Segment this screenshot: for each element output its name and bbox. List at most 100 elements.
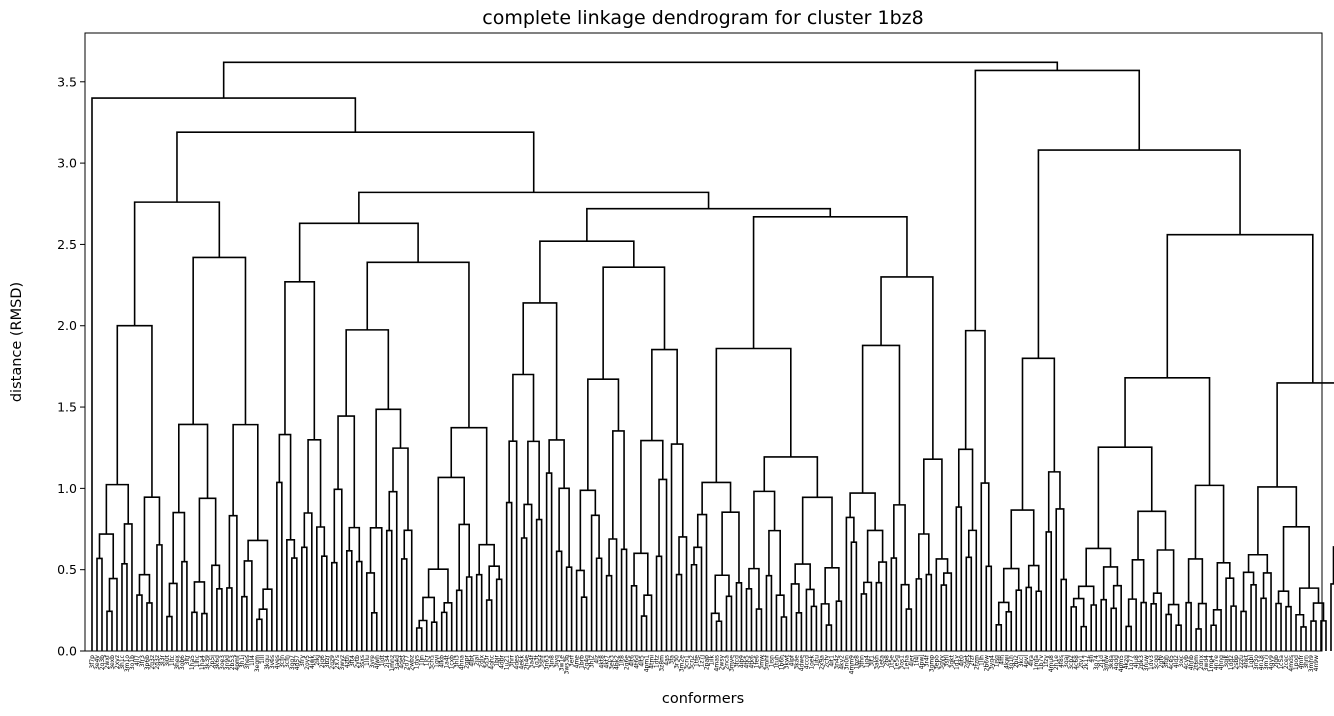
- leaf-label: 1q3t: [534, 654, 541, 668]
- dendrogram-link: [1035, 590, 1043, 651]
- leaf-label: 3akh: [873, 655, 880, 670]
- leaf-label: 1eta: [878, 655, 885, 669]
- dendrogram-link: [286, 539, 296, 651]
- leaf-label: 4me: [574, 655, 581, 669]
- leaf-label: 2fzf: [968, 654, 975, 666]
- leaf-label: 4yes: [274, 655, 281, 669]
- leaf-label: 1lhc: [194, 655, 201, 668]
- leaf-label: 3fr3: [139, 655, 146, 667]
- leaf-label: 1llh: [978, 655, 985, 666]
- leaf-label: 3k8a: [1108, 655, 1115, 670]
- leaf-label: 1eha: [903, 655, 910, 670]
- leaf-label: 3in8: [549, 655, 556, 668]
- leaf-label: 4ld2: [1173, 655, 1180, 668]
- dendrogram-link: [980, 482, 990, 651]
- leaf-label: 3epo: [933, 655, 940, 670]
- leaf-label: 3ltr: [184, 654, 191, 665]
- leaf-label: 4hkt: [1243, 654, 1250, 668]
- leaf-label: 2jqb: [1273, 655, 1280, 668]
- dendrogram-link: [1165, 613, 1172, 651]
- leaf-label: 4tk5: [743, 655, 750, 669]
- dendrogram-link: [715, 620, 723, 651]
- leaf-label: 3n4z: [833, 655, 840, 670]
- dendrogram-link: [121, 563, 128, 651]
- leaf-label: 4lkb: [439, 655, 446, 668]
- dendrogram-link: [508, 440, 518, 651]
- leaf-label: 1dys: [414, 655, 421, 669]
- leaf-label: 2xvz: [114, 655, 121, 669]
- dendrogram-link: [620, 548, 628, 651]
- dendrogram-link: [940, 584, 948, 651]
- leaf-label: 4pm5: [1118, 655, 1125, 672]
- dendrogram-link: [191, 611, 198, 651]
- leaf-label: 4lpf: [788, 654, 795, 666]
- dendrogram-link: [1072, 597, 1085, 627]
- dendrogram-link: [222, 61, 1059, 99]
- dendrogram-link: [301, 546, 308, 651]
- leaf-label: 4cyb: [1183, 655, 1190, 670]
- dendrogram-link: [418, 619, 428, 651]
- dendrogram-link: [580, 596, 588, 651]
- dendrogram-link: [845, 516, 855, 651]
- leaf-label: 2j1d: [1098, 655, 1105, 668]
- leaf-label: 3sxs: [359, 655, 366, 669]
- leaf-label: 3g74: [1093, 655, 1100, 670]
- leaf-label: 3fry: [299, 655, 306, 667]
- dendrogram-link: [608, 538, 618, 651]
- y-tick-label: 3.0: [57, 156, 77, 171]
- dendrogram-link: [1097, 446, 1153, 549]
- dendrogram-link: [262, 588, 273, 651]
- leaf-label: 2wbz: [409, 655, 416, 671]
- leaf-label: 3n63: [544, 655, 551, 670]
- leaf-label: 3egm: [254, 655, 261, 672]
- leaf-label: 3exb: [109, 655, 116, 670]
- dendrogram-link: [925, 573, 933, 651]
- leaf-label: 2gz9: [329, 655, 336, 670]
- dendrogram-link: [1185, 601, 1192, 651]
- leaf-label: 4zth: [344, 655, 351, 668]
- leaf-label: 3hrr: [509, 654, 516, 667]
- dendrogram-link: [753, 490, 776, 569]
- dendrogram-link: [366, 261, 470, 428]
- leaf-label: 3n3o: [1253, 655, 1260, 670]
- dendrogram-link: [276, 481, 283, 651]
- dendrogram-link: [455, 589, 463, 651]
- leaf-label: 3ob6: [179, 655, 186, 670]
- dendrogram-link: [780, 616, 788, 651]
- dendrogram-link: [1257, 486, 1298, 555]
- dendrogram-link: [1112, 584, 1122, 651]
- dendrogram-link: [715, 347, 792, 483]
- dendrogram-link: [321, 555, 328, 651]
- y-tick-label: 1.5: [57, 400, 77, 415]
- leaf-label: 4fh: [998, 655, 1005, 665]
- dendrogram-link: [900, 583, 910, 651]
- dendrogram-link: [247, 539, 269, 590]
- dendrogram-link: [1125, 625, 1132, 651]
- plot-frame: [84, 32, 1323, 652]
- dendrogram-link: [106, 610, 113, 651]
- leaf-label: 4ler: [908, 654, 915, 666]
- leaf-label: 2j34: [384, 655, 391, 668]
- dendrogram-link: [527, 440, 540, 520]
- dendrogram-link: [579, 489, 597, 571]
- dendrogram-link: [545, 472, 553, 651]
- leaf-label: 3o1b: [129, 655, 136, 670]
- leaf-label: 1q77: [1128, 655, 1135, 670]
- dendrogram-link: [590, 514, 600, 651]
- dendrogram-link: [403, 529, 413, 651]
- dendrogram-link: [1010, 509, 1035, 569]
- dendrogram-link: [935, 558, 949, 651]
- leaf-label: 3cn1: [684, 655, 691, 670]
- leaf-label: 1mnz: [389, 655, 396, 672]
- leaf-label: 4ohc: [489, 655, 496, 670]
- dendrogram-link: [168, 582, 178, 651]
- leaf-label: 3fgh: [1163, 655, 1170, 669]
- dendrogram-link: [1332, 546, 1334, 584]
- leaf-label: 2bi2: [1013, 655, 1020, 668]
- leaf-label: 2h4e: [524, 655, 531, 670]
- dendrogram-link: [415, 627, 423, 651]
- leaf-label: 3r4f: [923, 654, 930, 667]
- leaf-label: 3gq7: [289, 655, 296, 670]
- leaf-label: 4pwl: [918, 655, 925, 670]
- leaf-label: 4d57: [294, 655, 301, 670]
